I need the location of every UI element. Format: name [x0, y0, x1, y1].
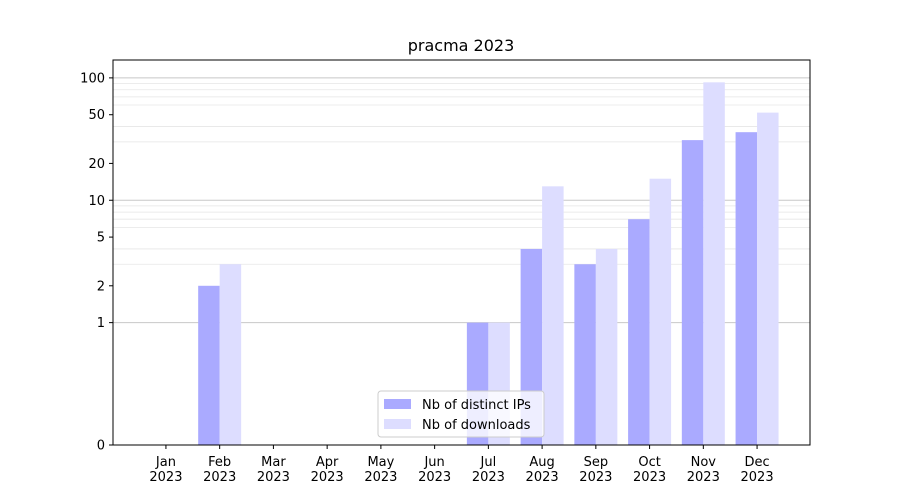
x-tick-label: Aug [529, 455, 554, 470]
x-tick-label: 2023 [687, 470, 720, 485]
x-tick-label: Oct [638, 455, 660, 470]
bar-downloads [595, 248, 618, 445]
bar-distinct-ips [628, 219, 650, 445]
axis-layer: 0125102050100Jan2023Feb2023Mar2023Apr202… [80, 71, 773, 485]
y-tick-label: 50 [88, 108, 105, 123]
x-tick-label: Jan [155, 455, 176, 470]
x-tick-label: 2023 [633, 470, 666, 485]
grid-layer [113, 77, 810, 324]
legend-swatch [384, 419, 411, 429]
x-tick-label: Jul [480, 455, 497, 470]
x-tick-label: Sep [584, 455, 609, 470]
bar-downloads [757, 112, 779, 445]
x-tick-label: 2023 [472, 470, 505, 485]
x-tick-label: 2023 [364, 470, 397, 485]
legend-label: Nb of distinct IPs [422, 398, 531, 413]
bar-distinct-ips [198, 285, 220, 445]
chart-title: pracma 2023 [408, 36, 515, 55]
y-tick-label: 10 [88, 194, 105, 209]
x-tick-label: 2023 [526, 470, 559, 485]
y-tick-label: 0 [97, 439, 105, 454]
x-tick-label: May [367, 455, 394, 470]
x-tick-label: 2023 [203, 470, 236, 485]
x-tick-label: Jun [423, 455, 444, 470]
x-tick-label: Mar [261, 455, 286, 470]
x-tick-label: Nov [691, 455, 717, 470]
x-tick-label: 2023 [741, 470, 774, 485]
legend-box [377, 390, 545, 438]
x-tick-label: Feb [208, 455, 231, 470]
bar-downloads [542, 186, 564, 446]
x-tick-label: Apr [316, 455, 339, 470]
x-tick-label: Dec [744, 455, 769, 470]
y-tick-label: 20 [88, 157, 105, 172]
x-tick-label: 2023 [149, 470, 182, 485]
bar-distinct-ips [574, 264, 596, 445]
y-tick-label: 5 [97, 231, 105, 246]
bar-distinct-ips [735, 132, 758, 445]
bar-downloads [703, 82, 725, 446]
x-tick-label: 2023 [418, 470, 451, 485]
x-tick-label: 2023 [579, 470, 612, 485]
y-tick-label: 100 [80, 71, 105, 86]
y-tick-label: 2 [97, 279, 105, 294]
x-tick-label: 2023 [311, 470, 344, 485]
legend-swatch [384, 399, 411, 409]
legend-label: Nb of downloads [422, 418, 531, 433]
legend: Nb of distinct IPs Nb of downloads [377, 390, 545, 438]
x-tick-label: 2023 [257, 470, 290, 485]
plot-frame [112, 59, 811, 446]
bar-downloads [649, 178, 672, 445]
y-tick-label: 1 [97, 316, 105, 331]
bar-downloads [219, 264, 242, 445]
bar-distinct-ips [681, 140, 704, 445]
